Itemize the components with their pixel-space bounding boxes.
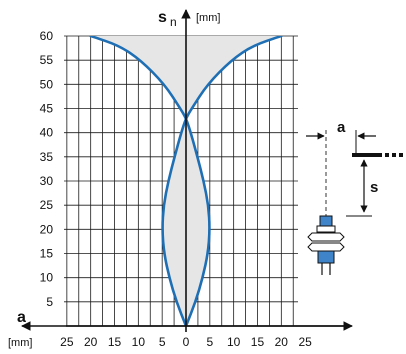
x-axis-symbol: a [17, 309, 26, 326]
dim-a-label: a [337, 119, 346, 136]
x-tick-label: 25 [298, 335, 312, 349]
x-tick-label: 10 [132, 335, 146, 349]
sensor-washer [316, 225, 336, 233]
y-axis-unit: [mm] [196, 12, 220, 24]
sensor-head [319, 215, 333, 227]
y-tick-label: 5 [46, 295, 53, 309]
y-tick-label: 10 [40, 271, 54, 285]
target-plate-dash-3 [399, 153, 403, 157]
target-plate-dash-1 [385, 153, 389, 157]
y-tick-label: 40 [40, 126, 54, 140]
y-axis-subscript: n [170, 15, 177, 29]
sensor-nut-upper [307, 232, 345, 242]
dim-s-label: s [370, 179, 378, 196]
y-tick-label: 20 [40, 222, 54, 236]
range-curve-left-lower [161, 36, 283, 326]
target-plate-dash-2 [392, 153, 396, 157]
x-axis-unit: [mm] [8, 337, 32, 349]
range-curve-right-lower [89, 36, 211, 326]
y-tick-label: 30 [40, 174, 54, 188]
x-tick-label: 25 [60, 335, 74, 349]
x-tick-label: 15 [108, 335, 122, 349]
sensor-nut-lower [307, 242, 345, 252]
x-tick-label: 5 [159, 335, 166, 349]
y-tick-label: 55 [40, 53, 54, 67]
y-tick-label: 35 [40, 150, 54, 164]
y-tick-label: 50 [40, 77, 54, 91]
x-tick-label: 20 [84, 335, 98, 349]
y-tick-label: 15 [40, 247, 54, 261]
y-tick-label: 45 [40, 102, 54, 116]
y-axis-symbol: s [158, 9, 167, 26]
y-tick-label: 60 [40, 29, 54, 43]
x-tick-label: 5 [206, 335, 213, 349]
x-tick-label: 15 [251, 335, 265, 349]
range-curves [89, 36, 283, 326]
y-tick-labels: 5 10 15 20 25 30 35 40 45 50 55 60 [40, 29, 54, 309]
x-tick-labels: 25 20 15 10 5 0 5 10 15 20 25 [60, 335, 312, 349]
sensor-inset: a s [306, 119, 403, 275]
x-tick-label: 0 [183, 335, 190, 349]
x-tick-label: 20 [275, 335, 289, 349]
x-tick-label: 10 [227, 335, 241, 349]
target-plate [352, 153, 382, 157]
y-tick-label: 25 [40, 198, 54, 212]
sensor-body [317, 250, 335, 264]
